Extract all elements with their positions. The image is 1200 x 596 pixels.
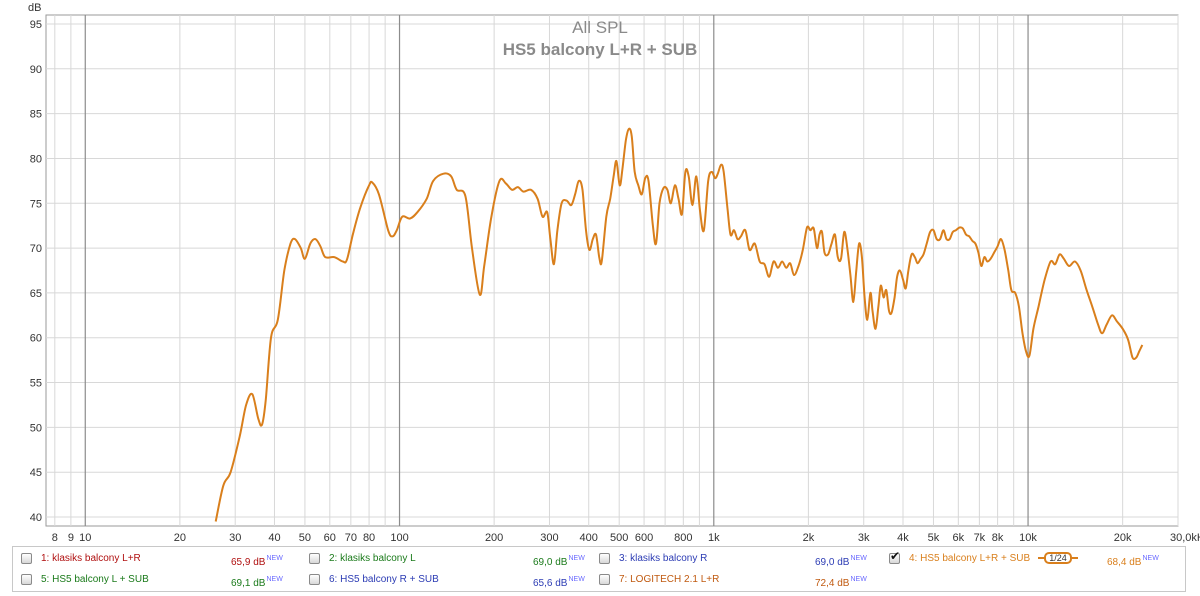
- x-tick-label: 4k: [897, 532, 909, 544]
- smoothing-badge[interactable]: 1/24: [1038, 552, 1078, 564]
- legend-item[interactable]: 1: klasiks balcony L+R 65,9 dBNEW: [21, 549, 301, 569]
- y-tick-label: 50: [30, 422, 42, 434]
- legend-item[interactable]: 2: klasiks balcony L 69,0 dBNEW: [309, 549, 589, 569]
- new-badge: NEW: [850, 576, 867, 583]
- legend-checkbox[interactable]: [21, 553, 32, 564]
- new-badge: NEW: [266, 555, 283, 562]
- legend-checkbox[interactable]: [309, 574, 320, 585]
- x-tick-label: 9: [68, 532, 74, 544]
- grid-lines: [46, 15, 1179, 526]
- x-tick-label: 600: [635, 532, 653, 544]
- y-tick-label: 80: [30, 153, 42, 165]
- series-line: [214, 127, 1144, 522]
- y-tick-label: 45: [30, 467, 42, 479]
- legend-value: 68,4 dBNEW: [1107, 549, 1159, 573]
- new-badge: NEW: [850, 555, 867, 562]
- x-tick-label: 200: [485, 532, 503, 544]
- x-tick-label: 2k: [803, 532, 815, 544]
- chart-subtitle: HS5 balcony L+R + SUB: [503, 40, 698, 59]
- y-tick-label: 55: [30, 378, 42, 390]
- x-tick-label: 500: [610, 532, 628, 544]
- x-tick-label: 70: [345, 532, 357, 544]
- x-tick-label: 8k: [992, 532, 1004, 544]
- legend-value-text: 68,4 dB: [1107, 557, 1142, 568]
- x-tick-label: 10: [79, 532, 91, 544]
- new-badge: NEW: [568, 576, 585, 583]
- y-tick-label: 95: [30, 19, 42, 31]
- y-tick-label: 40: [30, 512, 42, 524]
- x-tick-label: 3k: [858, 532, 870, 544]
- x-tick-label: 20k: [1114, 532, 1132, 544]
- legend-label: 6: HS5 balcony R + SUB: [329, 574, 439, 585]
- legend-label: 1: klasiks balcony L+R: [41, 553, 141, 564]
- chart-title: All SPL: [572, 18, 628, 37]
- x-tick-label: 5k: [928, 532, 940, 544]
- x-tick-label: 20: [174, 532, 186, 544]
- x-axis-ticks: 8 9 10 20 30 40 50 60 70 80 100 200 300 400 500 600 800 1…: [52, 532, 1200, 544]
- x-tick-label: 7k: [974, 532, 986, 544]
- legend-value: 72,4 dBNEW: [815, 570, 867, 594]
- new-badge: NEW: [1142, 555, 1159, 562]
- legend-label: 4: HS5 balcony L+R + SUB: [909, 553, 1031, 564]
- legend-value: 69,1 dBNEW: [231, 570, 283, 594]
- x-tick-label: 40: [268, 532, 280, 544]
- legend-checkbox[interactable]: [599, 574, 610, 585]
- x-tick-label: 800: [674, 532, 692, 544]
- legend-value-text: 69,0 dB: [815, 557, 850, 568]
- legend-value: 69,0 dBNEW: [533, 549, 585, 573]
- legend-value-text: 65,6 dB: [533, 578, 568, 589]
- x-tick-label: 60: [324, 532, 336, 544]
- y-tick-label: 60: [30, 333, 42, 345]
- legend-value-text: 69,1 dB: [231, 578, 266, 589]
- series-group: [214, 127, 1144, 522]
- legend-item[interactable]: 6: HS5 balcony R + SUB 65,6 dBNEW: [309, 570, 589, 590]
- legend-label: 3: klasiks balcony R: [619, 553, 708, 564]
- x-tick-label: 400: [580, 532, 598, 544]
- legend-panel: 1: klasiks balcony L+R 65,9 dBNEW 2: klasi…: [12, 546, 1186, 592]
- y-axis-label: dB: [28, 2, 41, 14]
- x-tick-label: 30: [229, 532, 241, 544]
- legend-value: 65,9 dBNEW: [231, 549, 283, 573]
- legend-label: 5: HS5 balcony L + SUB: [41, 574, 149, 585]
- grid-major-lines: [84, 15, 1029, 526]
- x-tick-label: 300: [540, 532, 558, 544]
- legend-item[interactable]: 5: HS5 balcony L + SUB 69,1 dBNEW: [21, 570, 301, 590]
- legend-value: 69,0 dBNEW: [815, 549, 867, 573]
- spl-chart: 40 45 50 55 60 65 70 75 80 85 90 95 8 9 10 20 30 40 50 60 7…: [28, 2, 1200, 544]
- y-tick-label: 70: [30, 243, 42, 255]
- x-tick-label: 80: [363, 532, 375, 544]
- new-badge: NEW: [568, 555, 585, 562]
- legend-checkbox[interactable]: [599, 553, 610, 564]
- x-tick-label: 6k: [953, 532, 965, 544]
- x-tick-label: 8: [52, 532, 58, 544]
- x-tick-label: 100: [390, 532, 408, 544]
- legend-value-text: 65,9 dB: [231, 557, 266, 568]
- y-tick-label: 90: [30, 64, 42, 76]
- y-tick-label: 65: [30, 288, 42, 300]
- legend-label: 2: klasiks balcony L: [329, 553, 416, 564]
- legend-item[interactable]: 7: LOGITECH 2.1 L+R 72,4 dBNEW: [599, 570, 879, 590]
- x-tick-label: 1k: [708, 532, 720, 544]
- legend-item[interactable]: ✔ 4: HS5 balcony L+R + SUB 1/24 68,4 dBNEW: [889, 549, 1169, 569]
- legend-item[interactable]: 3: klasiks balcony R 69,0 dBNEW: [599, 549, 879, 569]
- checkmark-icon: ✔: [890, 549, 901, 563]
- y-tick-label: 85: [30, 109, 42, 121]
- legend-checkbox[interactable]: [309, 553, 320, 564]
- legend-checkbox[interactable]: [21, 574, 32, 585]
- legend-checkbox[interactable]: ✔: [889, 549, 900, 564]
- y-tick-label: 75: [30, 198, 42, 210]
- plot-area: [45, 14, 1179, 527]
- legend-value-text: 72,4 dB: [815, 578, 850, 589]
- new-badge: NEW: [266, 576, 283, 583]
- legend-label: 7: LOGITECH 2.1 L+R: [619, 574, 720, 585]
- y-axis-ticks: 40 45 50 55 60 65 70 75 80 85 90 95: [30, 19, 42, 524]
- legend-value: 65,6 dBNEW: [533, 570, 585, 594]
- x-tick-label: 50: [299, 532, 311, 544]
- x-tick-label: 30,0kHz: [1170, 532, 1200, 544]
- legend-value-text: 69,0 dB: [533, 557, 568, 568]
- x-tick-label: 10k: [1019, 532, 1037, 544]
